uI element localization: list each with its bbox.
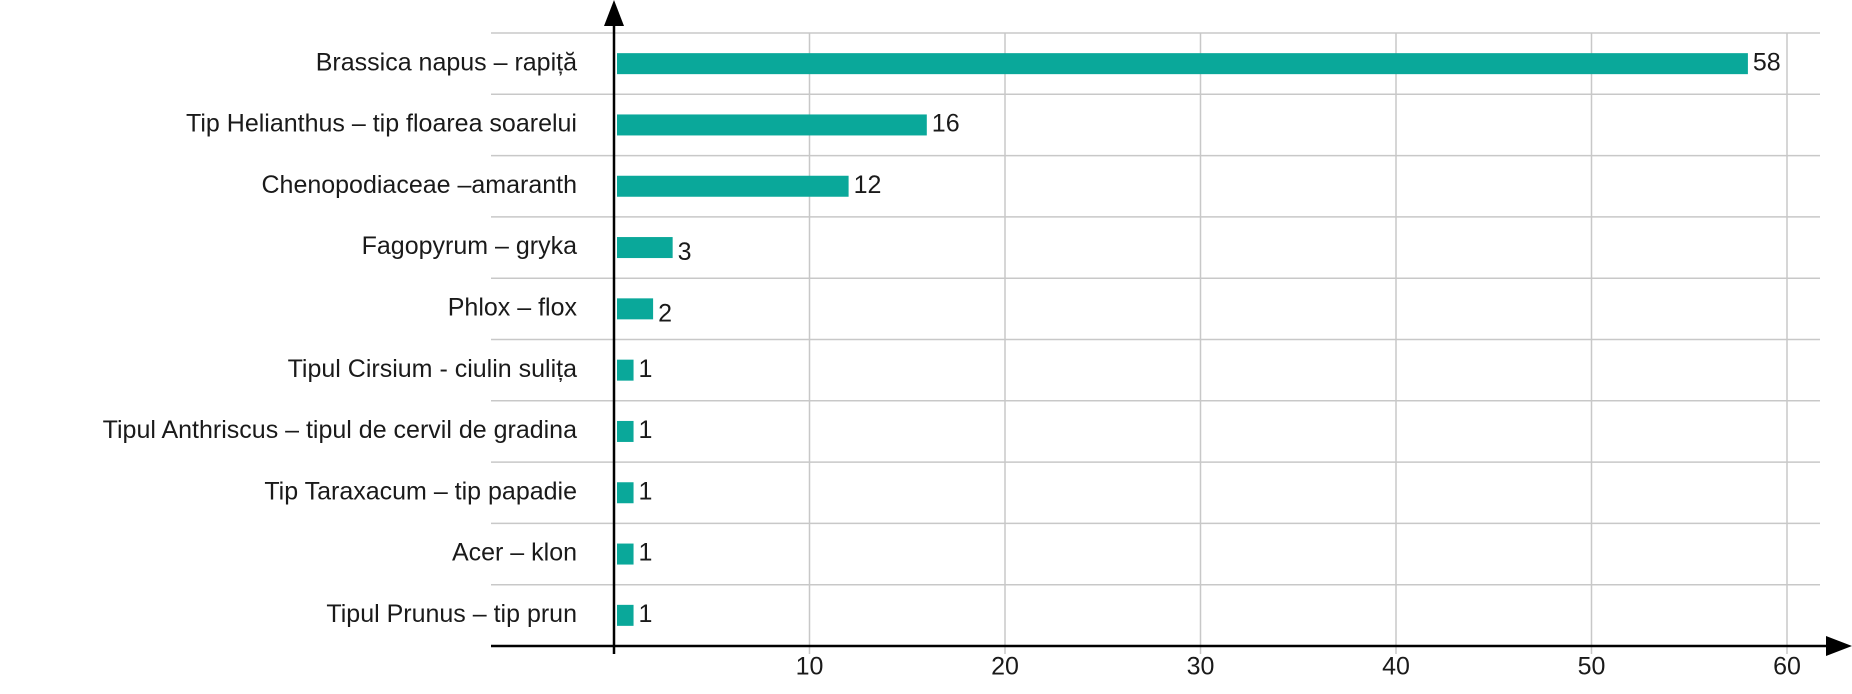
category-label: Phlox – flox: [448, 293, 578, 321]
value-label: 1: [639, 416, 653, 444]
x-tick-label: 30: [1187, 653, 1215, 681]
bar: [617, 114, 927, 136]
bar: [617, 420, 634, 442]
category-label: Brassica napus – rapiță: [316, 48, 577, 76]
category-label: Chenopodiaceae –amaranth: [261, 171, 577, 199]
x-tick-label: 40: [1382, 653, 1410, 681]
category-label: Tipul Cirsium - ciulin sulița: [288, 355, 578, 383]
value-label: 58: [1753, 48, 1781, 76]
x-tick-label: 20: [991, 653, 1019, 681]
value-label: 1: [639, 539, 653, 567]
x-axis-arrow: [1826, 636, 1852, 656]
category-label: Acer – klon: [452, 539, 577, 567]
value-label: 16: [932, 110, 960, 138]
category-label: Tip Taraxacum – tip papadie: [264, 477, 577, 505]
value-label: 1: [639, 355, 653, 383]
category-label: Tipul Anthriscus – tipul de cervil de gr…: [103, 416, 577, 444]
bar: [617, 604, 634, 626]
bar: [617, 359, 634, 381]
value-label: 3: [678, 238, 692, 266]
bar: [617, 237, 673, 259]
category-label: Tipul Prunus – tip prun: [326, 600, 577, 628]
category-label: Tip Helianthus – tip floarea soarelui: [186, 110, 577, 138]
value-label: 1: [639, 600, 653, 628]
y-axis-arrow: [604, 0, 624, 26]
bar: [617, 543, 634, 565]
bar: [617, 53, 1748, 75]
category-label: Fagopyrum – gryka: [362, 232, 577, 260]
value-label: 2: [658, 299, 672, 327]
value-label: 1: [639, 477, 653, 505]
bar: [617, 482, 634, 504]
bar: [617, 298, 654, 320]
bar: [617, 175, 849, 197]
x-tick-label: 10: [796, 653, 824, 681]
x-tick-label: 50: [1578, 653, 1606, 681]
x-tick-label: 60: [1773, 653, 1801, 681]
value-label: 12: [854, 171, 882, 199]
